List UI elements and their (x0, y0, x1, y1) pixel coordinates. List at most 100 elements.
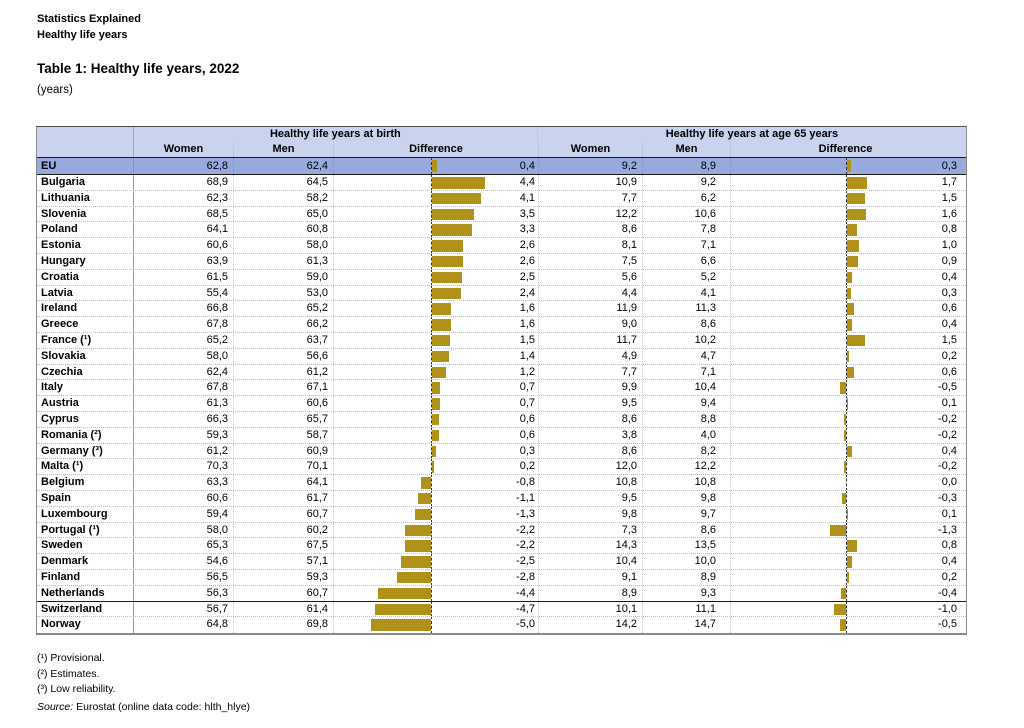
country-name: Hungary (37, 253, 134, 269)
zero-axis-line (431, 475, 432, 490)
women-at-birth-value: 60,6 (134, 490, 234, 506)
difference-bar (847, 177, 868, 189)
difference-cell: -2,8 (334, 569, 539, 585)
difference-value: 1,6 (519, 318, 535, 331)
difference-value: -0,8 (516, 476, 535, 489)
women-at-birth-value: 63,9 (134, 253, 234, 269)
men-at-65-value: 8,6 (643, 522, 731, 538)
difference-value: -0,2 (938, 428, 957, 441)
site-title: Statistics Explained (37, 13, 141, 25)
source-text: Eurostat (online data code: hlth_hlye) (73, 701, 251, 713)
difference-bar (840, 619, 846, 631)
country-row: Luxembourg 59,4 60,7 -1,3 9,8 9,7 0,1 (37, 506, 966, 523)
difference-bar (847, 192, 865, 205)
women-at-65-value: 9,8 (539, 506, 643, 522)
difference-value: 0,4 (941, 270, 957, 283)
difference-value: 4,4 (519, 176, 535, 188)
difference-cell: 1,0 (731, 238, 960, 253)
difference-value: -2,2 (516, 523, 535, 536)
difference-value: 2,6 (519, 254, 535, 267)
men-at-65-value: 10,6 (643, 206, 731, 222)
difference-bar (432, 224, 472, 236)
difference-bar (432, 177, 485, 189)
zero-axis-line (846, 348, 847, 364)
country-row: Slovakia 58,0 56,6 1,4 4,9 4,7 0,2 (37, 348, 966, 365)
zero-axis-line (846, 585, 847, 601)
men-at-birth-value: 60,7 (234, 506, 334, 522)
difference-bar (847, 287, 851, 300)
women-at-birth-value: 54,6 (134, 554, 234, 569)
men-at-65-value: 9,7 (643, 506, 731, 522)
men-at-65-value: 14,7 (643, 617, 731, 634)
women-at-birth-value: 60,6 (134, 238, 234, 253)
zero-axis-line (431, 569, 432, 585)
difference-bar (432, 271, 462, 284)
women-at-birth-value: 61,2 (134, 443, 234, 459)
difference-bar (432, 192, 482, 205)
difference-value: 3,3 (519, 223, 535, 236)
country-row: Austria 61,3 60,6 0,7 9,5 9,4 0,1 (37, 396, 966, 412)
difference-bar (847, 571, 850, 584)
difference-bar (841, 587, 846, 600)
country-name: Italy (37, 380, 134, 396)
col-header-men-birth: Men (234, 142, 334, 157)
men-at-65-value: 8,8 (643, 411, 731, 427)
country-row: Czechia 62,4 61,2 1,2 7,7 7,1 0,6 (37, 364, 966, 381)
difference-value: 0,9 (941, 254, 957, 267)
difference-value: 2,4 (519, 286, 535, 299)
footnotes: (¹) Provisional. (²) Estimates. (³) Low … (37, 651, 116, 698)
difference-value: -2,5 (516, 555, 535, 568)
country-row: Bulgaria 68,9 64,5 4,4 10,9 9,2 1,7 (37, 175, 966, 191)
difference-bar (404, 524, 431, 537)
country-name: Greece (37, 317, 134, 332)
zero-axis-line (846, 522, 847, 538)
table-unit-label: (years) (37, 84, 73, 96)
zero-axis-line (846, 506, 847, 522)
zero-axis-line (431, 206, 432, 222)
men-at-65-value: 10,4 (643, 380, 731, 396)
difference-cell: -0,2 (731, 459, 960, 475)
zero-axis-line (431, 158, 432, 174)
zero-axis-line (431, 427, 432, 443)
women-at-65-value: 4,4 (539, 285, 643, 301)
difference-bar (847, 160, 851, 172)
difference-cell: 1,6 (334, 317, 539, 332)
women-at-65-value: 8,1 (539, 238, 643, 253)
zero-axis-line (431, 538, 432, 554)
country-name: Slovakia (37, 348, 134, 364)
difference-cell: 2,6 (334, 253, 539, 269)
difference-cell: 1,6 (731, 206, 960, 222)
country-name: Lithuania (37, 190, 134, 206)
zero-axis-line (431, 175, 432, 190)
men-at-65-value: 4,1 (643, 285, 731, 301)
difference-bar (432, 240, 464, 252)
women-at-65-value: 4,9 (539, 348, 643, 364)
country-row: Belgium 63,3 64,1 -0,8 10,8 10,8 0,0 (37, 475, 966, 491)
men-at-birth-value: 60,2 (234, 522, 334, 538)
country-row: France (¹) 65,2 63,7 1,5 11,7 10,2 1,5 (37, 332, 966, 349)
difference-bar (847, 366, 855, 379)
difference-cell: -0,4 (731, 585, 960, 601)
women-at-birth-value: 62,8 (134, 158, 234, 174)
difference-cell: 0,6 (334, 427, 539, 443)
men-at-birth-value: 56,6 (234, 348, 334, 364)
difference-cell: 0,6 (334, 411, 539, 427)
difference-bar (432, 461, 435, 473)
men-at-65-value: 10,8 (643, 475, 731, 490)
women-at-birth-value: 55,4 (134, 285, 234, 301)
difference-bar (847, 208, 867, 221)
women-at-65-value: 10,9 (539, 175, 643, 190)
country-row: Romania (²) 59,3 58,7 0,6 3,8 4,0 -0,2 (37, 427, 966, 444)
difference-cell: -0,3 (731, 490, 960, 506)
women-at-65-value: 10,4 (539, 554, 643, 569)
zero-axis-line (431, 411, 432, 427)
women-at-birth-value: 64,8 (134, 617, 234, 634)
women-at-birth-value: 61,5 (134, 269, 234, 285)
men-at-65-value: 9,3 (643, 585, 731, 601)
country-name: Czechia (37, 364, 134, 380)
difference-value: 1,6 (519, 302, 535, 315)
difference-cell: 0,2 (334, 459, 539, 475)
difference-cell: 1,2 (334, 364, 539, 380)
women-at-65-value: 3,8 (539, 427, 643, 443)
difference-bar (847, 240, 859, 252)
